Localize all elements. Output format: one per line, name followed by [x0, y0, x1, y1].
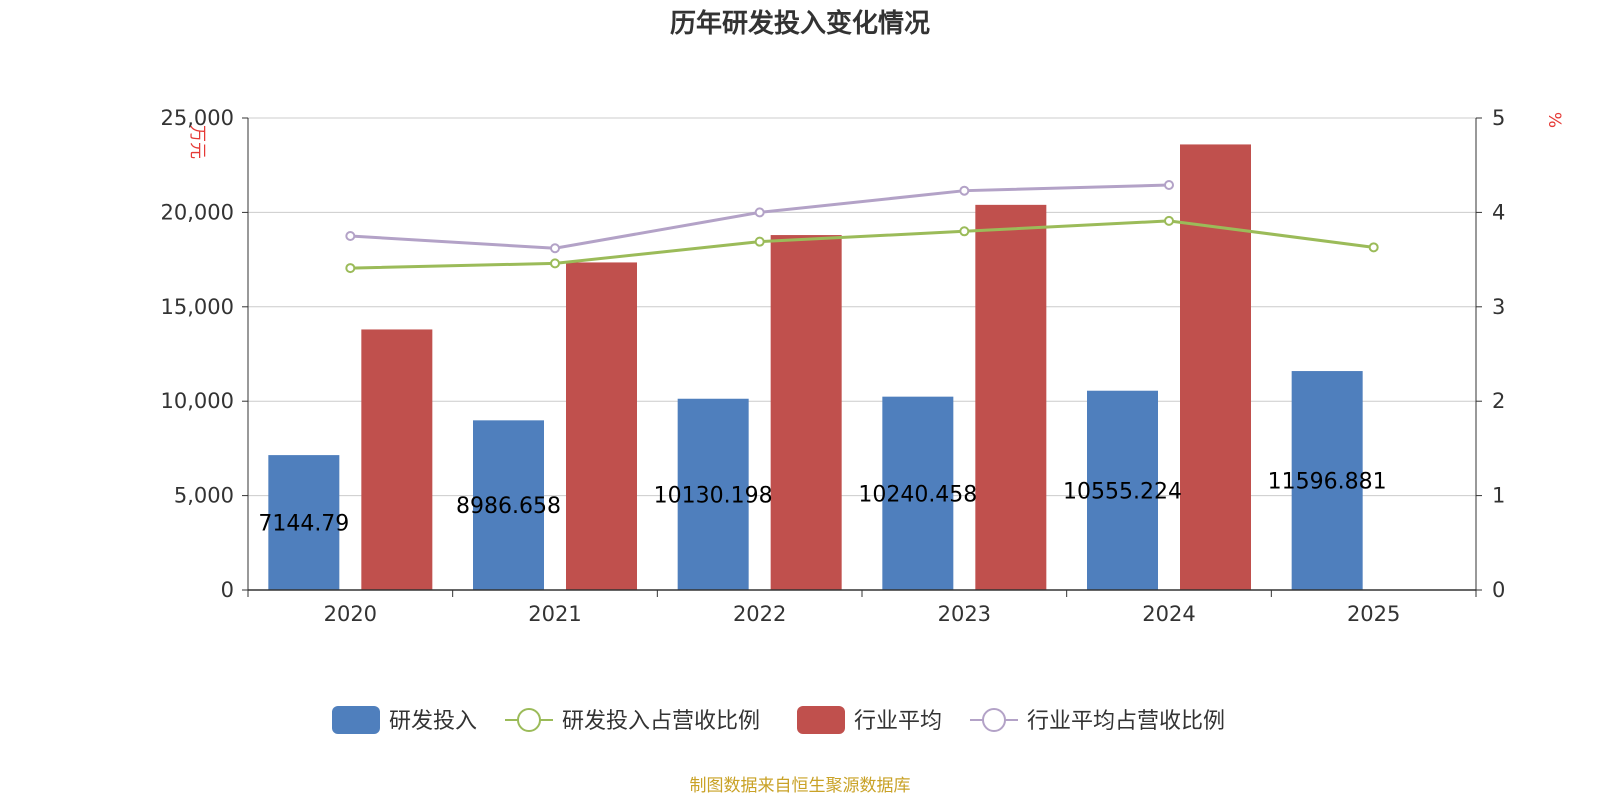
source-note: 制图数据来自恒生聚源数据库	[690, 776, 911, 796]
bar-data-labels: 7144.79 8986.658 10130.198 10240.458 10555.2…	[258, 470, 1386, 537]
bar-industry-average	[975, 204, 1047, 590]
point-rd-ratio	[754, 236, 765, 247]
bar-rd-investment	[882, 396, 954, 590]
bar-industry-average	[361, 329, 433, 590]
bar-industry-average	[1180, 144, 1251, 590]
y-left-tick-label: 20,000	[161, 200, 234, 224]
y-left-unit-label: 万元	[187, 125, 207, 159]
point-industry-ratio	[345, 231, 356, 241]
bar-series	[268, 144, 1363, 590]
bar-industry-average	[566, 262, 637, 590]
legend-label: 研发投入占营收比例	[562, 709, 760, 734]
point-rd-ratio	[1368, 242, 1379, 253]
line-rd-ratio	[350, 219, 1374, 270]
y-right-tick-label: 0	[1492, 578, 1505, 602]
x-tick-label: 2022	[733, 602, 786, 626]
bar-data-label: 10555.224	[1063, 479, 1182, 504]
bar-data-label: 7144.79	[258, 512, 349, 537]
bar-data-label: 8986.658	[456, 494, 561, 519]
legend-label: 行业平均占营收比例	[1027, 709, 1225, 734]
y-right-tick-label: 2	[1492, 389, 1505, 413]
x-tick-label: 2025	[1347, 602, 1400, 626]
y-left-tick-label: 25,000	[161, 106, 234, 130]
x-tick-label: 2023	[938, 602, 991, 626]
point-rd-ratio	[345, 263, 356, 274]
y-right-tick-label: 5	[1492, 106, 1505, 130]
point-industry-ratio	[959, 185, 970, 196]
axes: 0 5,000 10,000 15,000 20,000 25,000 0 1 2 3 4 5 2020…	[161, 106, 1564, 626]
legend-swatch-marker	[982, 708, 1006, 732]
y-right-tick-label: 1	[1492, 484, 1505, 508]
point-industry-ratio	[1164, 180, 1174, 191]
point-rd-ratio	[1164, 215, 1174, 226]
legend-label: 研发投入	[389, 709, 477, 734]
bar-rd-investment	[268, 455, 340, 590]
bar-rd-investment	[1291, 371, 1363, 590]
legend-swatch-bar	[332, 706, 380, 734]
y-left-tick-label: 10,000	[161, 389, 234, 413]
bar-rd-investment	[473, 420, 544, 590]
bar-industry-average	[770, 235, 842, 590]
point-rd-ratio	[959, 226, 970, 237]
bar-rd-investment	[677, 398, 749, 590]
legend-label: 行业平均	[854, 709, 942, 734]
y-right-tick-label: 4	[1492, 200, 1505, 224]
point-rd-ratio	[550, 258, 560, 269]
bar-data-label: 10240.458	[858, 482, 977, 507]
x-tick-label: 2020	[324, 602, 377, 626]
line-series	[345, 180, 1379, 274]
y-left-tick-label: 0	[221, 578, 234, 602]
y-left-tick-label: 15,000	[161, 295, 234, 319]
grid-lines	[248, 117, 1476, 497]
x-tick-label: 2024	[1142, 602, 1195, 626]
bar-rd-investment	[1087, 390, 1158, 590]
y-left-tick-label: 5,000	[174, 484, 234, 508]
legend-swatch-marker	[517, 708, 541, 732]
bar-data-label: 11596.881	[1268, 470, 1387, 495]
x-tick-label: 2021	[528, 602, 581, 626]
legend: 研发投入 研发投入占营收比例 行业平均 行业平均占营收比例	[332, 706, 1225, 734]
legend-swatch-bar	[797, 706, 845, 734]
point-industry-ratio	[550, 243, 560, 254]
y-right-unit-label: %	[1544, 112, 1564, 128]
bar-data-label: 10130.198	[654, 483, 773, 508]
chart-title: 历年研发投入变化情况	[670, 8, 930, 39]
point-industry-ratio	[754, 207, 765, 218]
y-right-tick-label: 3	[1492, 295, 1505, 319]
